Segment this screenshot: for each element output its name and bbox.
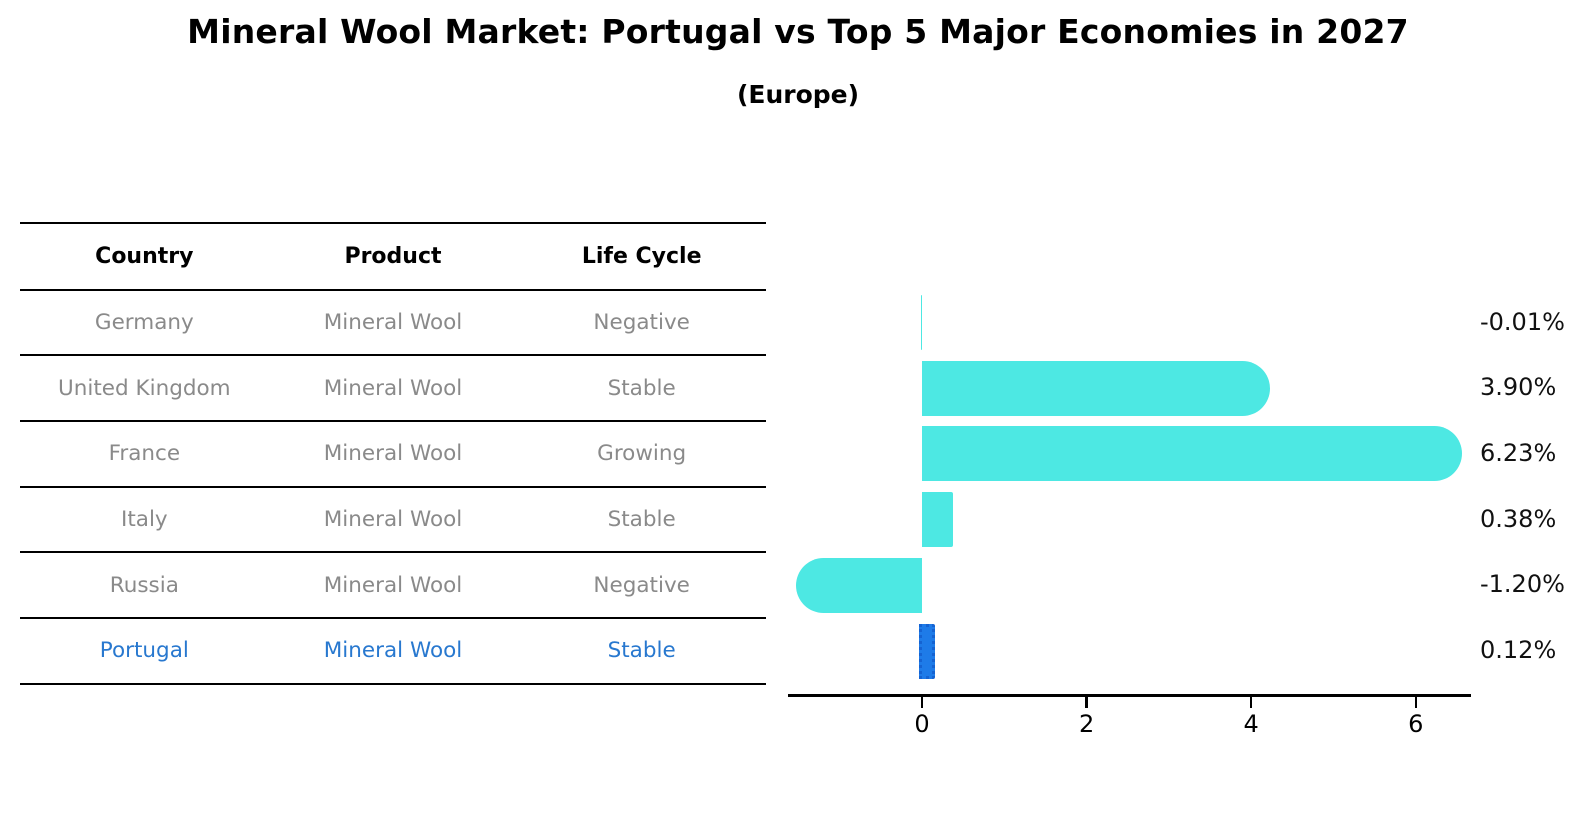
table-row-germany: Germany Mineral Wool Negative [20,291,766,357]
cell-product-france: Mineral Wool [323,441,463,467]
cell-country-germany: Germany [94,309,194,335]
value-label-portugal: 0.12% [1480,636,1557,664]
cell-product-united-kingdom: Mineral Wool [323,375,463,401]
cell-country-france: France [108,441,181,467]
x-axis-tick-label-6: 6 [1408,710,1424,738]
table-row-united-kingdom: United Kingdom Mineral Wool Stable [20,356,766,422]
bar-france [922,426,1463,482]
value-label-france: 6.23% [1480,438,1557,467]
x-axis-tick-label-0: 0 [914,710,930,738]
bar-germany [920,295,922,350]
cell-life_cycle-united-kingdom: Stable [607,375,676,401]
cell-product-portugal: Mineral Wool [323,638,463,664]
column-header-country: Country [95,243,194,269]
x-axis-tick-0 [920,696,924,708]
column-header-product: Product [344,243,442,269]
cell-life_cycle-russia: Negative [593,572,690,598]
value-label-germany: -0.01% [1480,307,1565,336]
bar-united-kingdom [922,360,1271,416]
value-label-italy: 0.38% [1480,504,1557,533]
cell-life_cycle-portugal: Stable [607,638,676,664]
cell-country-united-kingdom: United Kingdom [58,375,231,401]
chart-title: Mineral Wool Market: Portugal vs Top 5 M… [187,12,1409,51]
cell-product-germany: Mineral Wool [323,309,463,335]
table-header-row: Country Product Life Cycle [20,224,766,291]
table-row-russia: Russia Mineral Wool Negative [20,553,766,619]
cell-product-russia: Mineral Wool [323,572,463,598]
x-axis-tick-6 [1414,696,1418,708]
bar-russia [795,557,922,613]
value-label-russia: -1.20% [1480,570,1565,599]
x-axis-tick-2 [1085,696,1088,708]
x-axis-tick-label-2: 2 [1078,710,1095,738]
x-axis-tick-label-4: 4 [1243,710,1259,738]
cell-country-italy: Italy [121,506,168,532]
cell-product-italy: Mineral Wool [323,506,463,532]
chart-subtitle: (Europe) [736,80,860,109]
table-row-italy: Italy Mineral Wool Stable [20,488,766,554]
x-axis-tick-4 [1249,696,1253,708]
country-table: Country Product Life Cycle Germany Mineral W… [20,222,766,685]
cell-life_cycle-france: Growing [597,441,687,467]
value-label-united-kingdom: 3.90% [1480,373,1557,402]
table-row-france: France Mineral Wool Growing [20,422,766,488]
bar-italy [922,492,954,548]
bar-portugal [919,623,935,679]
cell-life_cycle-italy: Stable [607,506,676,532]
cell-country-russia: Russia [109,572,179,598]
cell-country-portugal: Portugal [99,638,189,664]
table-row-portugal: Portugal Mineral Wool Stable [20,619,766,685]
x-axis-line [788,694,1471,697]
cell-life_cycle-germany: Negative [593,309,690,335]
column-header-life-cycle: Life Cycle [581,243,702,269]
